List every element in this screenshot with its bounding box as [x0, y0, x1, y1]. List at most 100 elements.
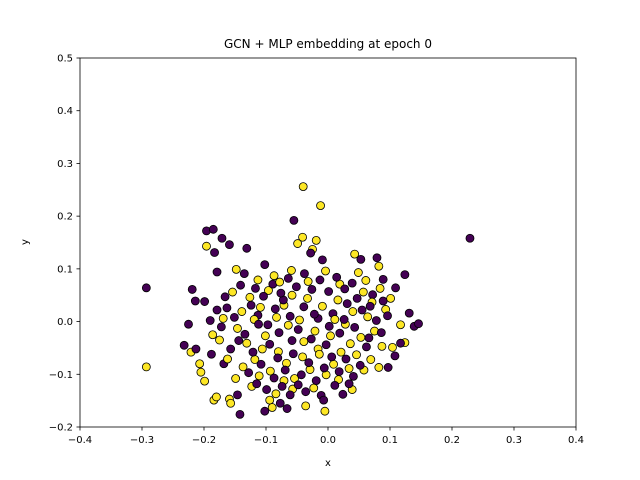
scatter-point [253, 275, 263, 285]
scatter-point [344, 364, 354, 373]
scatter-point [208, 224, 218, 234]
scatter-point [282, 404, 292, 413]
scatter-point [300, 269, 309, 279]
scatter-point [307, 285, 317, 294]
scatter-point [246, 300, 256, 310]
scatter-point [344, 379, 354, 389]
scatter-point [368, 290, 378, 300]
y-tick-label: 0.1 [57, 264, 73, 275]
scatter-point [327, 352, 337, 362]
scatter-point [252, 379, 262, 389]
scatter-point [320, 406, 330, 416]
scatter-point [222, 303, 232, 313]
scatter-point [141, 362, 151, 372]
scatter-point [287, 290, 297, 300]
x-tick-label: −0.4 [68, 435, 92, 446]
scatter-point [195, 359, 205, 369]
scatter-point [240, 329, 250, 339]
scatter-point [220, 292, 230, 302]
scatter-point [465, 233, 475, 243]
scatter-point [248, 347, 258, 357]
scatter-point [352, 350, 361, 360]
scatter-point [287, 266, 296, 275]
scatter-point [184, 319, 193, 329]
scatter-point [383, 311, 392, 321]
scatter-point [275, 277, 285, 287]
scatter-point [352, 293, 362, 303]
points-layer [141, 182, 475, 419]
y-axis: −0.2 −0.1 0.0 0.1 0.2 0.3 0.4 0.5 [49, 54, 80, 434]
y-axis-label: y [20, 239, 31, 245]
scatter-point [259, 291, 268, 301]
scatter-point [285, 390, 295, 400]
scatter-point [366, 355, 376, 364]
scatter-point [350, 249, 360, 259]
scatter-point [295, 315, 304, 325]
x-tick-label: −0.3 [130, 435, 154, 446]
scatter-point [260, 260, 270, 270]
scatter-point [299, 337, 309, 347]
scatter-point [301, 401, 311, 411]
scatter-point [334, 367, 344, 377]
scatter-point [229, 312, 239, 322]
scatter-point [276, 288, 286, 298]
scatter-point [233, 390, 242, 400]
scatter-point [400, 270, 410, 280]
y-tick-label: −0.1 [49, 370, 73, 381]
scatter-point [265, 395, 275, 405]
x-tick-label: 0.3 [506, 435, 522, 446]
scatter-point [301, 387, 311, 397]
y-tick-label: 0.4 [57, 106, 73, 117]
scatter-point [362, 342, 371, 352]
scatter-point [215, 335, 224, 345]
scatter-point [237, 307, 247, 316]
scatter-point [289, 215, 299, 225]
scatter-point [179, 340, 189, 350]
scatter-point [339, 315, 349, 324]
scatter-point [245, 292, 255, 302]
scatter-point [356, 254, 366, 264]
x-tick-label: −0.1 [254, 435, 278, 446]
scatter-point [324, 287, 334, 296]
x-tick-label: 0.0 [320, 435, 336, 446]
scatter-point [396, 320, 405, 330]
scatter-point [309, 383, 319, 393]
scatter-point [372, 253, 382, 263]
scatter-point [321, 340, 331, 350]
scatter-point [200, 297, 210, 306]
scatter-point [207, 349, 216, 359]
scatter-point [378, 296, 388, 306]
x-axis: −0.4 −0.3 −0.2 −0.1 0.0 0.1 0.2 0.3 0.4 [68, 427, 584, 446]
scatter-point [196, 367, 206, 377]
scatter-point [396, 338, 405, 348]
scatter-point [345, 339, 355, 349]
scatter-point [374, 363, 384, 372]
scatter-point [263, 320, 273, 330]
scatter-point [233, 324, 242, 333]
scatter-point [324, 321, 334, 331]
scatter-point [377, 341, 387, 351]
scatter-point [390, 351, 400, 361]
scatter-point [280, 365, 290, 375]
scatter-point [265, 366, 275, 376]
x-tick-label: 0.1 [382, 435, 398, 446]
scatter-point [257, 344, 267, 354]
scatter-point [332, 272, 342, 282]
scatter-point [388, 342, 397, 352]
scatter-point [340, 284, 350, 294]
scatter-point [342, 299, 352, 309]
scatter-point [375, 283, 385, 293]
scatter-point [293, 380, 303, 390]
scatter-point [306, 334, 316, 344]
scatter-point [330, 315, 340, 324]
scatter-point [358, 287, 368, 297]
y-tick-label: 0.0 [57, 317, 73, 328]
scatter-point [270, 304, 280, 314]
scatter-point [296, 370, 306, 380]
scatter-point [226, 398, 236, 408]
scatter-point [212, 267, 222, 277]
scatter-point [273, 353, 283, 363]
scatter-point [239, 269, 249, 279]
scatter-point [287, 336, 297, 345]
scatter-point [283, 273, 293, 283]
